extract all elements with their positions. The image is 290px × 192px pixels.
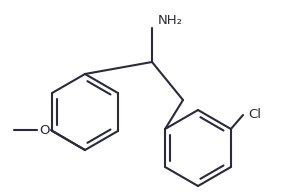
- Text: O: O: [39, 123, 49, 137]
- Text: Cl: Cl: [248, 108, 261, 122]
- Text: NH₂: NH₂: [158, 13, 183, 26]
